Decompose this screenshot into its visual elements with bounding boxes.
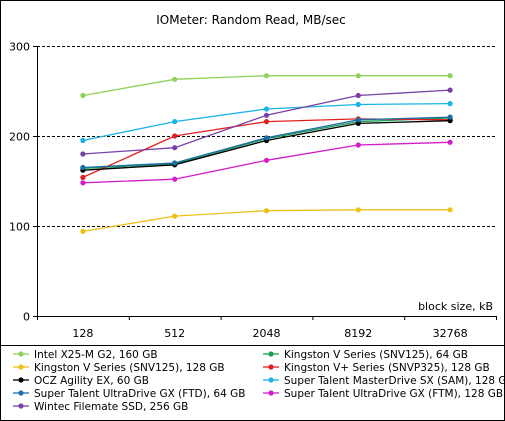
legend-item: Super Talent UltraDrive GX (FTD), 64 GB [13,388,245,400]
legend-swatch-marker [18,390,24,396]
series-line [82,118,451,178]
data-point [355,92,361,99]
data-point [447,207,453,213]
series-3 [80,116,453,180]
legend-swatch-marker [268,351,274,357]
legend-item: Kingston V+ Series (SNVP325), 128 GB [263,362,490,374]
y-tick-label: 100 [9,221,30,234]
data-point [447,73,453,79]
data-point [80,151,86,157]
data-point [80,180,86,186]
data-point [172,160,178,166]
y-tick-label: 0 [23,311,30,324]
legend-label: Kingston V Series (SNV125), 128 GB [34,362,225,374]
x-tick-label: 8192 [344,327,372,340]
legend-swatch-marker [18,351,24,357]
legend-item: Kingston V Series (SNV125), 64 GB [263,349,468,361]
data-point [447,114,453,120]
data-point [355,120,361,126]
legend-label: OCZ Agility EX, 60 GB [34,375,149,387]
legend-label: Super Talent UltraDrive GX (FTM), 128 GB [284,388,503,400]
legend-label: Super Talent MasterDrive SX (SAM), 128 G… [284,375,504,387]
legend-swatch-marker [268,390,274,396]
data-point [263,119,270,125]
series-8 [80,87,453,157]
data-point [447,118,453,124]
data-point [263,135,270,141]
legend-swatch-marker [18,403,24,409]
data-point [263,73,270,79]
x-tick-label: 32768 [433,327,468,340]
series-7 [80,139,453,186]
x-tick-label: 128 [72,327,93,340]
legend-item: Kingston V Series (SNV125), 128 GB [13,362,225,374]
legend-item: Wintec Filemate SSD, 256 GB [13,401,188,413]
series-2 [80,207,453,234]
legend-swatch-marker [268,364,274,370]
data-point [172,176,178,182]
data-point [172,119,178,125]
legend-item: OCZ Agility EX, 60 GB [13,375,149,387]
x-axis-label: block size, kB [418,300,493,313]
legend: Intel X25-M G2, 160 GB Kingston V Series … [1,345,504,413]
data-point [80,92,86,99]
legend-label: Kingston V Series (SNV125), 64 GB [284,349,468,361]
series-5 [80,101,453,144]
y-tick-label: 300 [9,41,30,54]
data-point [80,174,86,180]
legend-label: Super Talent UltraDrive GX (FTD), 64 GB [34,388,245,400]
x-tick-label: 512 [164,327,185,340]
data-point [447,139,453,145]
data-point [355,73,361,79]
data-point [355,142,361,148]
legend-swatch-marker [268,377,274,383]
data-point [447,87,453,93]
legend-item: Super Talent MasterDrive SX (SAM), 128 G… [263,375,504,387]
legend-item: Super Talent UltraDrive GX (FTM), 128 GB [263,388,503,400]
data-point [172,213,178,219]
legend-item: Intel X25-M G2, 160 GB [13,349,158,361]
data-point [263,208,270,214]
axes: 0 100 200 300 128 512 2048 8192 32768 [9,41,497,340]
series-layer [80,73,453,234]
data-point [447,101,453,107]
data-point [263,106,270,112]
chart-title: IOMeter: Random Read, MB/sec [156,13,346,27]
data-point [355,117,361,123]
legend-swatch-marker [18,364,24,370]
data-point [172,76,178,82]
legend-swatch-marker [18,377,24,383]
x-tick-label: 2048 [253,327,281,340]
data-point [172,133,178,139]
data-point [263,112,270,118]
data-point [355,101,361,108]
series-line [82,75,451,97]
series-6 [80,114,453,171]
data-point [80,137,86,144]
legend-label: Wintec Filemate SSD, 256 GB [34,401,188,413]
data-point [80,164,86,171]
series-0 [80,73,453,99]
data-point [80,228,86,234]
data-point [172,145,178,151]
data-point [263,157,270,163]
data-point [355,207,361,213]
legend-label: Intel X25-M G2, 160 GB [34,349,158,361]
legend-label: Kingston V+ Series (SNVP325), 128 GB [284,362,490,374]
y-tick-label: 200 [9,131,30,144]
